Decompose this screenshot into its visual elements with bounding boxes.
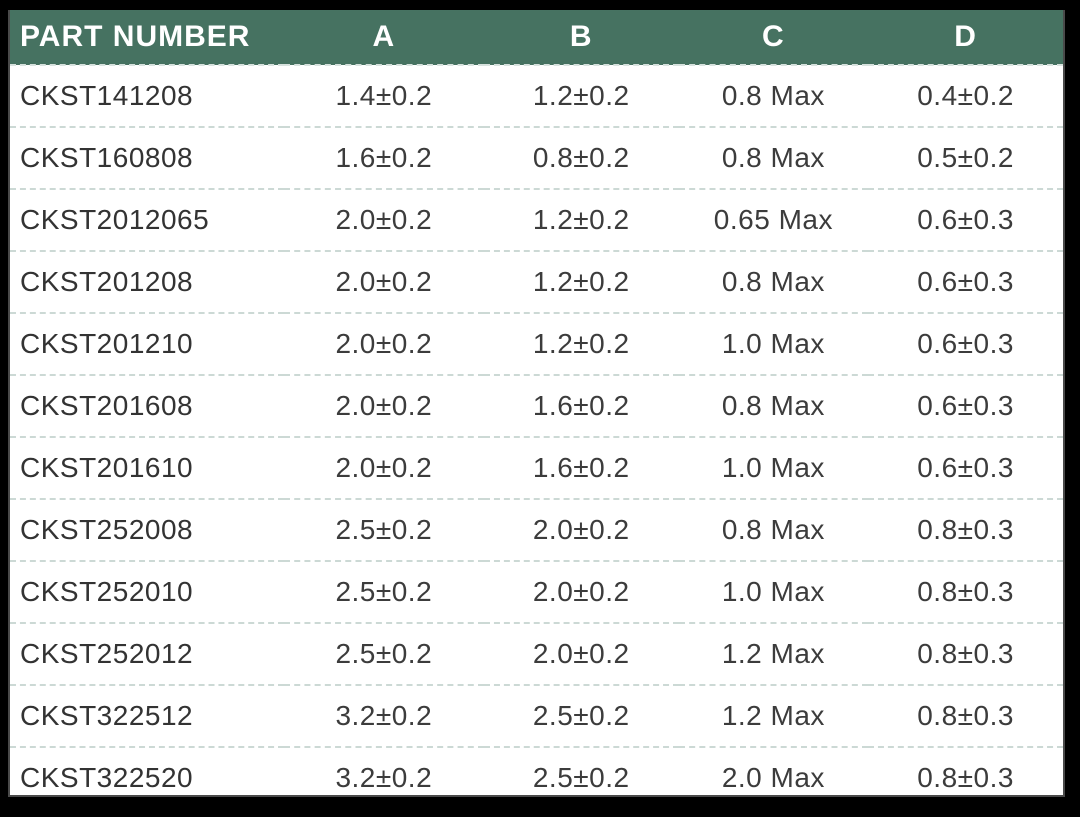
dimension-value-cell: 2.0±0.2 (283, 374, 484, 437)
dimension-value-cell: 2.5±0.2 (483, 746, 679, 808)
table-row: CKST322520 3.2±0.2 2.5±0.2 2.0 Max 0.8±0.3 (10, 746, 1063, 808)
part-number-cell: CKST252008 (10, 498, 284, 561)
table-row: CKST160808 1.6±0.2 0.8±0.2 0.8 Max 0.5±0.2 (10, 126, 1063, 189)
column-header-a: A (283, 10, 484, 66)
dimension-value-cell: 0.8±0.2 (483, 126, 679, 189)
dimension-value-cell: 1.6±0.2 (483, 374, 679, 437)
column-header-part-number: PART NUMBER (10, 10, 284, 66)
table-header: PART NUMBER A B C D (10, 10, 1063, 66)
table-row: CKST201210 2.0±0.2 1.2±0.2 1.0 Max 0.6±0.3 (10, 312, 1063, 375)
table-row: CKST201208 2.0±0.2 1.2±0.2 0.8 Max 0.6±0.3 (10, 250, 1063, 313)
table-row: CKST201608 2.0±0.2 1.6±0.2 0.8 Max 0.6±0.3 (10, 374, 1063, 437)
part-number-cell: CKST141208 (20, 80, 194, 111)
dimension-value-cell: 2.0±0.2 (283, 436, 484, 499)
part-number-cell: CKST252010 (10, 560, 284, 623)
table-row: CKST2012065 2.0±0.2 1.2±0.2 0.65 Max 0.6±0.3 (10, 188, 1063, 251)
table-row: CKST201610 2.0±0.2 1.6±0.2 1.0 Max 0.6±0.3 (10, 436, 1063, 499)
dimension-value-cell: 0.4±0.2 (917, 80, 1014, 111)
dimension-value-cell: 1.6±0.2 (283, 126, 484, 189)
dimension-value-cell: 0.8±0.3 (868, 622, 1063, 685)
dimension-value-cell: 2.0±0.2 (283, 312, 484, 375)
dimension-value-cell: 0.8 Max (678, 126, 869, 189)
dimension-value-cell: 1.0 Max (678, 312, 869, 375)
dimension-value-cell: 2.0±0.2 (283, 250, 484, 313)
table-row: CKST322512 3.2±0.2 2.5±0.2 1.2 Max 0.8±0.3 (10, 684, 1063, 747)
parts-spec-table: PART NUMBER A B C D CKST141208 1.4±0.2 1.2… (10, 10, 1063, 808)
parts-spec-table-frame: PART NUMBER A B C D CKST141208 1.4±0.2 1.2… (8, 10, 1065, 808)
dimension-value-cell: 0.6±0.3 (868, 250, 1063, 313)
dimension-value-cell: 1.2±0.2 (483, 188, 679, 251)
dimension-value-cell: 2.0±0.2 (483, 498, 679, 561)
dimension-value-cell: 0.5±0.2 (868, 126, 1063, 189)
header-row: PART NUMBER A B C D (10, 10, 1063, 66)
dimension-value-cell: 1.2±0.2 (483, 312, 679, 375)
dimension-value-cell: 2.5±0.2 (283, 622, 484, 685)
dimension-value-cell: 1.2±0.2 (483, 250, 679, 313)
part-number-cell: CKST201610 (10, 436, 284, 499)
dimension-value-cell: 2.0±0.2 (483, 622, 679, 685)
dimension-value-cell: 2.0±0.2 (283, 188, 484, 251)
dimension-value-cell: 2.5±0.2 (283, 560, 484, 623)
dimension-value-cell: 2.5±0.2 (483, 684, 679, 747)
dimension-value-cell: 1.0 Max (678, 436, 869, 499)
part-number-cell: CKST322520 (10, 746, 284, 808)
dimension-value-cell: 3.2±0.2 (283, 684, 484, 747)
dimension-value-cell: 0.6±0.3 (868, 312, 1063, 375)
dimension-value-cell: 2.0 Max (678, 746, 869, 808)
dimension-value-cell: 1.2±0.2 (532, 80, 630, 111)
column-header-d: D (868, 10, 1063, 66)
table-row: CKST141208 1.4±0.2 1.2±0.2 0.8 Max 0.4±0.2 (10, 65, 1063, 127)
dimension-value-cell: 1.0 Max (678, 560, 869, 623)
part-number-cell: CKST201208 (10, 250, 284, 313)
table-row: CKST252008 2.5±0.2 2.0±0.2 0.8 Max 0.8±0.3 (10, 498, 1063, 561)
dimension-value-cell: 0.6±0.3 (868, 188, 1063, 251)
dimension-value-cell: 1.4±0.2 (335, 80, 433, 111)
dimension-value-cell: 1.2 Max (678, 684, 869, 747)
table-row: CKST252010 2.5±0.2 2.0±0.2 1.0 Max 0.8±0.3 (10, 560, 1063, 623)
dimension-value-cell: 0.8±0.3 (868, 560, 1063, 623)
dimension-value-cell: 0.8±0.3 (868, 498, 1063, 561)
part-number-cell: CKST252012 (10, 622, 284, 685)
dimension-value-cell: 0.65 Max (678, 188, 869, 251)
column-header-c: C (678, 10, 869, 66)
dimension-value-cell: 0.8±0.3 (868, 684, 1063, 747)
dimension-value-cell: 0.8 Max (678, 250, 869, 313)
dimension-value-cell: 0.6±0.3 (868, 374, 1063, 437)
dimension-value-cell: 0.6±0.3 (868, 436, 1063, 499)
table-body: CKST141208 1.4±0.2 1.2±0.2 0.8 Max 0.4±0.2 CK… (10, 65, 1063, 808)
part-number-cell: CKST2012065 (10, 188, 284, 251)
part-number-cell: CKST201608 (10, 374, 284, 437)
dimension-value-cell: 2.5±0.2 (283, 498, 484, 561)
table-row: CKST252012 2.5±0.2 2.0±0.2 1.2 Max 0.8±0.3 (10, 622, 1063, 685)
dimension-value-cell: 0.8±0.3 (868, 746, 1063, 808)
dimension-value-cell: 2.0±0.2 (483, 560, 679, 623)
dimension-value-cell: 3.2±0.2 (283, 746, 484, 808)
dimension-value-cell: 0.8 Max (678, 498, 869, 561)
dimension-value-cell: 1.2 Max (678, 622, 869, 685)
dimension-value-cell: 0.8 Max (678, 374, 869, 437)
part-number-cell: CKST160808 (10, 126, 284, 189)
part-number-cell: CKST201210 (10, 312, 284, 375)
part-number-cell: CKST322512 (10, 684, 284, 747)
dimension-value-cell: 0.8 Max (721, 80, 825, 111)
dimension-value-cell: 1.6±0.2 (483, 436, 679, 499)
column-header-b: B (483, 10, 679, 66)
